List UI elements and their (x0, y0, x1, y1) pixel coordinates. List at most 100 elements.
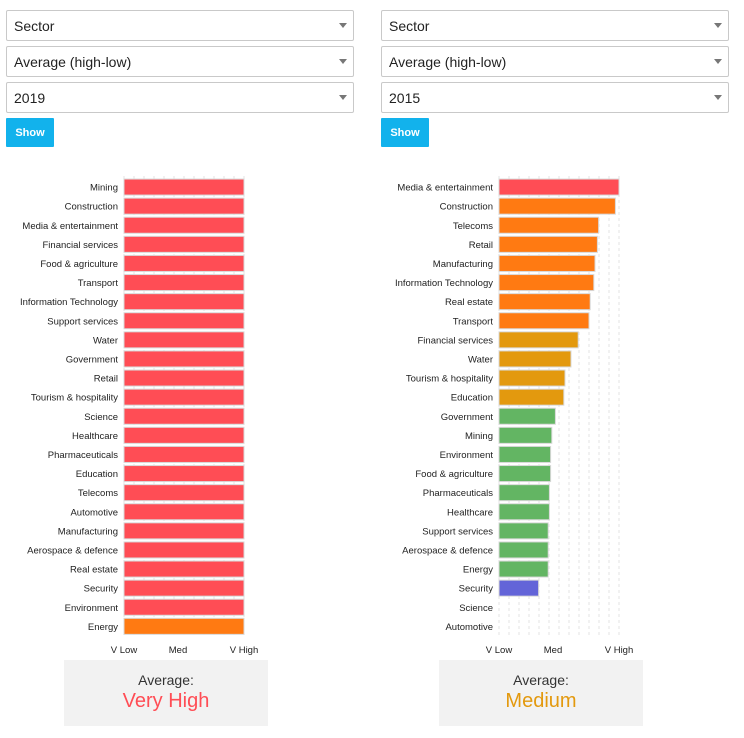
axis-tick-label: Med (169, 645, 187, 656)
right-panel: Sector Average (high-low) 2015 Show Medi… (381, 0, 731, 738)
sector-bar[interactable] (123, 274, 245, 292)
category-label: Real estate (445, 297, 493, 308)
sector-bar[interactable] (498, 445, 552, 463)
sector-bar[interactable] (123, 617, 245, 635)
category-label: Environment (440, 450, 494, 461)
category-label: Financial services (43, 240, 119, 251)
category-label: Construction (440, 202, 493, 213)
sector-bar[interactable] (498, 312, 590, 330)
sector-bar[interactable] (123, 579, 245, 597)
category-label: Energy (88, 622, 118, 633)
axis-tick-label: V Low (486, 645, 513, 656)
sector-bar[interactable] (498, 484, 550, 502)
sector-bar[interactable] (498, 388, 565, 406)
average-label: Average: (138, 672, 194, 688)
chevron-down-icon (339, 59, 347, 64)
sector-bar[interactable] (123, 350, 245, 368)
category-label: Retail (94, 374, 118, 385)
sector-bar[interactable] (123, 598, 245, 616)
bar-chart: Media & entertainment Construction Telecom… (395, 176, 633, 656)
category-label: Energy (463, 565, 493, 576)
sector-bar[interactable] (123, 312, 245, 330)
sector-chart-left: Mining Construction Media & entertainment F… (6, 170, 356, 665)
category-label: Real estate (70, 565, 118, 576)
sector-bar[interactable] (123, 445, 245, 463)
sector-bar[interactable] (498, 503, 550, 521)
metric-select[interactable]: Average (high-low) (381, 46, 729, 77)
category-label: Transport (78, 278, 119, 289)
sector-bar[interactable] (498, 407, 556, 425)
show-button[interactable]: Show (381, 118, 429, 147)
average-box: Average: Very High (64, 660, 268, 726)
sector-bar[interactable] (123, 331, 245, 349)
sector-bar[interactable] (498, 197, 616, 215)
sector-bar[interactable] (498, 369, 566, 387)
category-label: Telecoms (78, 488, 118, 499)
sector-bar[interactable] (498, 350, 572, 368)
sector-bar[interactable] (498, 178, 620, 196)
sector-bar[interactable] (498, 216, 600, 234)
sector-bar[interactable] (123, 293, 245, 311)
sector-bar[interactable] (498, 426, 553, 444)
category-label: Water (468, 354, 493, 365)
sector-bar[interactable] (123, 522, 245, 540)
category-label: Water (93, 335, 118, 346)
metric-select[interactable]: Average (high-low) (6, 46, 354, 77)
sector-bar[interactable] (123, 197, 245, 215)
sector-bar[interactable] (498, 522, 549, 540)
sector-bar[interactable] (123, 388, 245, 406)
sector-select-value: Sector (389, 18, 430, 34)
metric-select-value: Average (high-low) (389, 54, 507, 70)
sector-bar[interactable] (123, 254, 245, 272)
sector-bar[interactable] (498, 541, 549, 559)
category-label: Healthcare (72, 431, 118, 442)
chevron-down-icon (714, 59, 722, 64)
axis-tick-label: V Low (111, 645, 138, 656)
sector-bar[interactable] (123, 178, 245, 196)
average-box: Average: Medium (439, 660, 643, 726)
year-select-value: 2019 (14, 90, 46, 106)
category-label: Information Technology (20, 297, 118, 308)
sector-bar[interactable] (123, 235, 245, 253)
sector-bar[interactable] (498, 465, 552, 483)
average-value: Very High (122, 690, 210, 712)
sector-bar[interactable] (123, 369, 245, 387)
category-label: Mining (465, 431, 493, 442)
show-button[interactable]: Show (6, 118, 54, 147)
sector-bar[interactable] (498, 331, 579, 349)
sector-select[interactable]: Sector (381, 10, 729, 41)
category-label: Mining (90, 183, 118, 194)
sector-bar[interactable] (123, 541, 245, 559)
sector-bar[interactable] (123, 426, 245, 444)
sector-bar[interactable] (498, 235, 598, 253)
category-label: Security (459, 584, 494, 595)
category-label: Government (441, 412, 494, 423)
category-label: Media & entertainment (397, 183, 493, 194)
sector-bar[interactable] (123, 560, 245, 578)
sector-select-value: Sector (14, 18, 55, 34)
sector-bar[interactable] (498, 579, 540, 597)
sector-select[interactable]: Sector (6, 10, 354, 41)
sector-bar[interactable] (123, 484, 245, 502)
chevron-down-icon (714, 95, 722, 100)
year-select[interactable]: 2015 (381, 82, 729, 113)
category-label: Security (84, 584, 119, 595)
category-label: Science (459, 603, 493, 614)
category-label: Tourism & hospitality (406, 374, 493, 385)
sector-bar[interactable] (123, 216, 245, 234)
sector-bar[interactable] (498, 293, 591, 311)
category-label: Construction (65, 202, 118, 213)
sector-bar[interactable] (498, 560, 549, 578)
sector-bar[interactable] (123, 503, 245, 521)
left-panel: Sector Average (high-low) 2019 Show Mini… (6, 0, 356, 738)
category-label: Support services (47, 316, 118, 327)
sector-bar[interactable] (123, 407, 245, 425)
sector-bar[interactable] (123, 465, 245, 483)
category-label: Pharmaceuticals (423, 488, 493, 499)
category-label: Manufacturing (58, 526, 118, 537)
category-label: Environment (65, 603, 119, 614)
axis-tick-label: V High (230, 645, 259, 656)
sector-bar[interactable] (498, 254, 596, 272)
sector-bar[interactable] (498, 274, 595, 292)
year-select[interactable]: 2019 (6, 82, 354, 113)
